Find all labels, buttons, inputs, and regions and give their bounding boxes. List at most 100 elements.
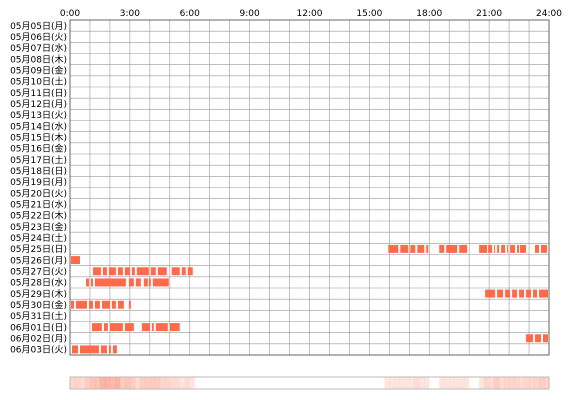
summary-strip bbox=[69, 376, 550, 390]
row-label: 05月12日(月) bbox=[10, 99, 67, 110]
activity-bar bbox=[112, 345, 117, 354]
summary-cell bbox=[519, 377, 525, 389]
activity-bar bbox=[517, 244, 520, 253]
activity-bar bbox=[90, 278, 93, 287]
row-label: 05月10日(土) bbox=[10, 76, 67, 88]
summary-cell bbox=[164, 377, 171, 389]
summary-cell bbox=[144, 377, 151, 389]
row-label: 05月23日(金) bbox=[10, 221, 67, 233]
row-label: 05月07日(水) bbox=[10, 42, 67, 54]
activity-bar bbox=[479, 244, 488, 253]
activity-bar bbox=[533, 289, 538, 298]
x-tick-label: 0:00 bbox=[60, 9, 80, 19]
activity-bar bbox=[141, 323, 150, 332]
activity-bar bbox=[124, 267, 130, 276]
row-label: 05月31日(土) bbox=[10, 310, 67, 322]
x-tick-label: 15:00 bbox=[356, 9, 382, 19]
summary-cell bbox=[409, 377, 415, 389]
summary-cell bbox=[449, 377, 455, 389]
row-label: 05月28日(水) bbox=[10, 277, 67, 289]
summary-cell bbox=[414, 377, 420, 389]
row-label: 05月30日(金) bbox=[10, 299, 67, 311]
summary-cell bbox=[489, 377, 495, 389]
activity-bar bbox=[92, 267, 101, 276]
activity-bar bbox=[143, 278, 148, 287]
summary-cell bbox=[184, 377, 191, 389]
row-label: 05月06日(火) bbox=[10, 32, 67, 43]
activity-bar bbox=[70, 256, 80, 265]
row-label: 05月09日(金) bbox=[10, 64, 67, 76]
row-label: 05月22日(木) bbox=[10, 210, 67, 222]
summary-cell bbox=[464, 377, 470, 389]
summary-cell bbox=[149, 377, 156, 389]
row-label: 05月11日(日) bbox=[10, 88, 67, 99]
row-label: 05月05日(月) bbox=[10, 21, 67, 32]
activity-bar bbox=[526, 334, 534, 343]
summary-cell bbox=[169, 377, 176, 389]
activity-bar bbox=[526, 289, 532, 298]
row-label: 05月26日(月) bbox=[10, 255, 67, 266]
activity-bar bbox=[535, 244, 540, 253]
activity-bar bbox=[520, 244, 527, 253]
activity-bar bbox=[108, 267, 116, 276]
summary-cell bbox=[419, 377, 425, 389]
activity-bar bbox=[543, 334, 549, 343]
summary-cell bbox=[154, 377, 161, 389]
summary-cell bbox=[174, 377, 181, 389]
summary-cell bbox=[129, 377, 136, 389]
summary-cell bbox=[404, 377, 410, 389]
activity-bar bbox=[128, 278, 134, 287]
summary-cell bbox=[524, 377, 530, 389]
summary-cell bbox=[444, 377, 450, 389]
row-label: 05月08日(木) bbox=[10, 53, 67, 65]
row-label: 05月14日(水) bbox=[10, 120, 67, 132]
x-tick-label: 3:00 bbox=[120, 9, 140, 19]
activity-bar bbox=[388, 244, 399, 253]
row-label: 05月24日(土) bbox=[10, 232, 67, 244]
summary-cell bbox=[484, 377, 490, 389]
summary-cell bbox=[389, 377, 395, 389]
activity-bar bbox=[181, 267, 186, 276]
activity-bar bbox=[108, 345, 111, 354]
activity-bar bbox=[131, 267, 135, 276]
activity-bar bbox=[79, 345, 99, 354]
x-tick-label: 21:00 bbox=[476, 9, 502, 19]
activity-bar bbox=[497, 289, 504, 298]
summary-cell bbox=[179, 377, 186, 389]
summary-cell bbox=[454, 377, 460, 389]
row-label: 05月16日(金) bbox=[10, 143, 67, 155]
activity-bar bbox=[102, 267, 107, 276]
activity-bar bbox=[426, 244, 429, 253]
activity-bar bbox=[148, 278, 151, 287]
activity-bar bbox=[135, 278, 141, 287]
summary-cell bbox=[509, 377, 515, 389]
activity-bar bbox=[94, 300, 100, 309]
activity-bar bbox=[117, 300, 124, 309]
summary-cell bbox=[134, 377, 141, 389]
row-label: 06月02日(月) bbox=[10, 333, 67, 344]
summary-cell bbox=[109, 377, 116, 389]
grid bbox=[69, 19, 550, 356]
activity-bar bbox=[91, 323, 102, 332]
x-tick-label: 18:00 bbox=[416, 9, 442, 19]
summary-cell bbox=[74, 377, 81, 389]
row-label: 05月20日(火) bbox=[10, 188, 67, 199]
row-label: 05月29日(木) bbox=[10, 288, 67, 300]
activity-bar bbox=[71, 345, 78, 354]
activity-bar bbox=[136, 267, 149, 276]
activity-bar bbox=[124, 323, 134, 332]
activity-bar bbox=[100, 345, 107, 354]
row-label: 05月21日(水) bbox=[10, 198, 67, 210]
summary-cell bbox=[479, 377, 485, 389]
summary-cell bbox=[544, 377, 550, 389]
x-axis: 0:00 3:00 6:00 9:00 12:00 15:00 18:00 21:00 24:0… bbox=[60, 9, 562, 19]
summary-cell bbox=[159, 377, 166, 389]
activity-bar bbox=[117, 267, 123, 276]
activity-bar bbox=[157, 267, 167, 276]
activity-bar bbox=[519, 289, 525, 298]
summary-cell bbox=[494, 377, 500, 389]
summary-cell bbox=[70, 377, 76, 389]
activity-bar bbox=[171, 267, 180, 276]
summary-background bbox=[70, 377, 549, 389]
activity-bar bbox=[101, 300, 110, 309]
